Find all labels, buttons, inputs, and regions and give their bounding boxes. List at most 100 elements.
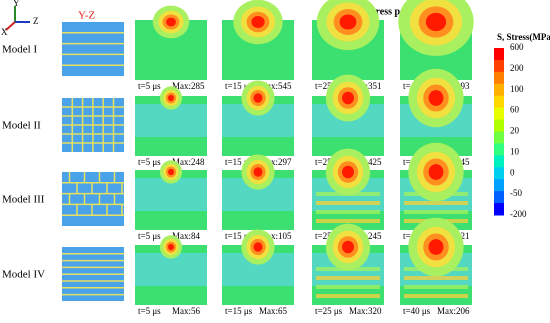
contour-band: [316, 201, 380, 205]
colorbar-tick-label: 200: [510, 63, 524, 73]
contour-panel: [398, 0, 474, 80]
contour-band: [316, 210, 380, 214]
colorbar-tick-label: 10: [510, 146, 520, 156]
schematic: [62, 98, 124, 152]
contour-level: [168, 168, 174, 176]
time-label: t=25 μs: [315, 81, 343, 91]
colorbar-segment: [494, 119, 504, 132]
time-label: t=15 μs: [225, 81, 253, 91]
time-label: t=40 μs: [403, 306, 431, 316]
schematic: [62, 247, 124, 301]
contour-panel: [222, 0, 294, 80]
max-label: Max:105: [259, 231, 292, 241]
contour-panel: [400, 68, 472, 156]
contour-band: [404, 276, 468, 280]
contour-panel: [222, 154, 294, 230]
contour-band: [316, 294, 380, 298]
schematic: [62, 22, 124, 76]
contour-panel: [312, 74, 384, 156]
contour-band: [404, 294, 468, 298]
contour-band: [404, 285, 468, 289]
model-label: Model I: [2, 44, 37, 56]
colorbar-segment: [494, 107, 504, 121]
contour-level: [253, 167, 263, 177]
colorbar-segment: [494, 95, 504, 109]
contour-panel: [222, 229, 294, 305]
colorbar-segment: [494, 167, 504, 180]
contour-panel: [312, 223, 384, 305]
max-label: Max:206: [437, 306, 470, 316]
colorbar-segment: [494, 71, 504, 85]
colorbar-tick-label: -200: [510, 209, 527, 219]
time-label: t=15 μs: [225, 231, 253, 241]
schematic-bg: [62, 172, 124, 226]
time-label: t=5 μs: [138, 306, 161, 316]
colorbar-segment: [494, 83, 504, 97]
contour-panel: [222, 80, 294, 156]
view-label: Y-Z: [78, 10, 95, 22]
contour-panel: [135, 5, 207, 80]
contour-panel: [135, 86, 207, 156]
colorbar-segment: [494, 179, 504, 192]
contour-panel: [312, 0, 384, 80]
contour-level: [253, 93, 263, 103]
time-label: t=5 μs: [138, 81, 161, 91]
axis-z: Z: [33, 16, 39, 26]
contour-level: [168, 243, 174, 251]
max-label: Max:285: [172, 81, 205, 91]
contour-band: [404, 210, 468, 214]
axis-x: X: [1, 27, 8, 37]
model-label: Model III: [2, 194, 45, 206]
contour-level: [253, 242, 263, 252]
colorbar-segment: [494, 131, 504, 144]
colorbar-segment: [494, 48, 504, 61]
colorbar-tick-label: 60: [510, 105, 520, 115]
colorbar-tick-label: 100: [510, 84, 524, 94]
colorbar-title: S, Stress(MPa): [497, 32, 550, 42]
axes-icon: [5, 6, 30, 31]
schematic-bg: [62, 22, 124, 76]
colorbar-tick-label: 0: [510, 167, 515, 177]
colorbar-tick-label: -50: [510, 188, 522, 198]
contour-band: [316, 219, 380, 223]
max-label: Max:545: [259, 81, 292, 91]
model-label: Model II: [2, 120, 41, 132]
schematic: [62, 172, 124, 226]
colorbar-segment: [494, 155, 504, 168]
axis-y: Y: [13, 0, 20, 8]
max-label: Max:297: [259, 157, 292, 167]
title: Main stress peak: [343, 6, 415, 17]
contour-panel: [312, 148, 384, 230]
contour-level: [342, 240, 354, 254]
contour-panel: [135, 160, 207, 230]
contour-panel: [400, 217, 472, 305]
contour-level: [428, 90, 444, 106]
contour-level: [342, 165, 354, 179]
contour-level: [168, 94, 174, 102]
contour-panel: [135, 235, 207, 305]
max-label: Max:248: [172, 157, 205, 167]
time-label: t=25 μs: [315, 306, 343, 316]
colorbar-segment: [494, 59, 504, 73]
time-label: t=15 μs: [225, 306, 253, 316]
contour-level: [166, 17, 176, 27]
max-label: Max:320: [349, 306, 382, 316]
contour-level: [425, 12, 447, 32]
contour-band: [316, 276, 380, 280]
time-label: t=5 μs: [138, 157, 161, 167]
colorbar-tick-label: 20: [510, 126, 520, 136]
max-label: Max:84: [172, 231, 200, 241]
contour-band: [316, 285, 380, 289]
contour-level: [339, 14, 357, 30]
max-label: Max:56: [172, 306, 200, 316]
model-label: Model IV: [2, 269, 45, 281]
max-label: Max:65: [259, 306, 287, 316]
time-label: t=5 μs: [138, 231, 161, 241]
contour-level: [428, 239, 444, 255]
contour-band: [404, 201, 468, 205]
colorbar-segment: [494, 203, 504, 216]
contour-level: [342, 91, 354, 105]
colorbar-segment: [494, 143, 504, 156]
contour-level: [251, 16, 265, 28]
